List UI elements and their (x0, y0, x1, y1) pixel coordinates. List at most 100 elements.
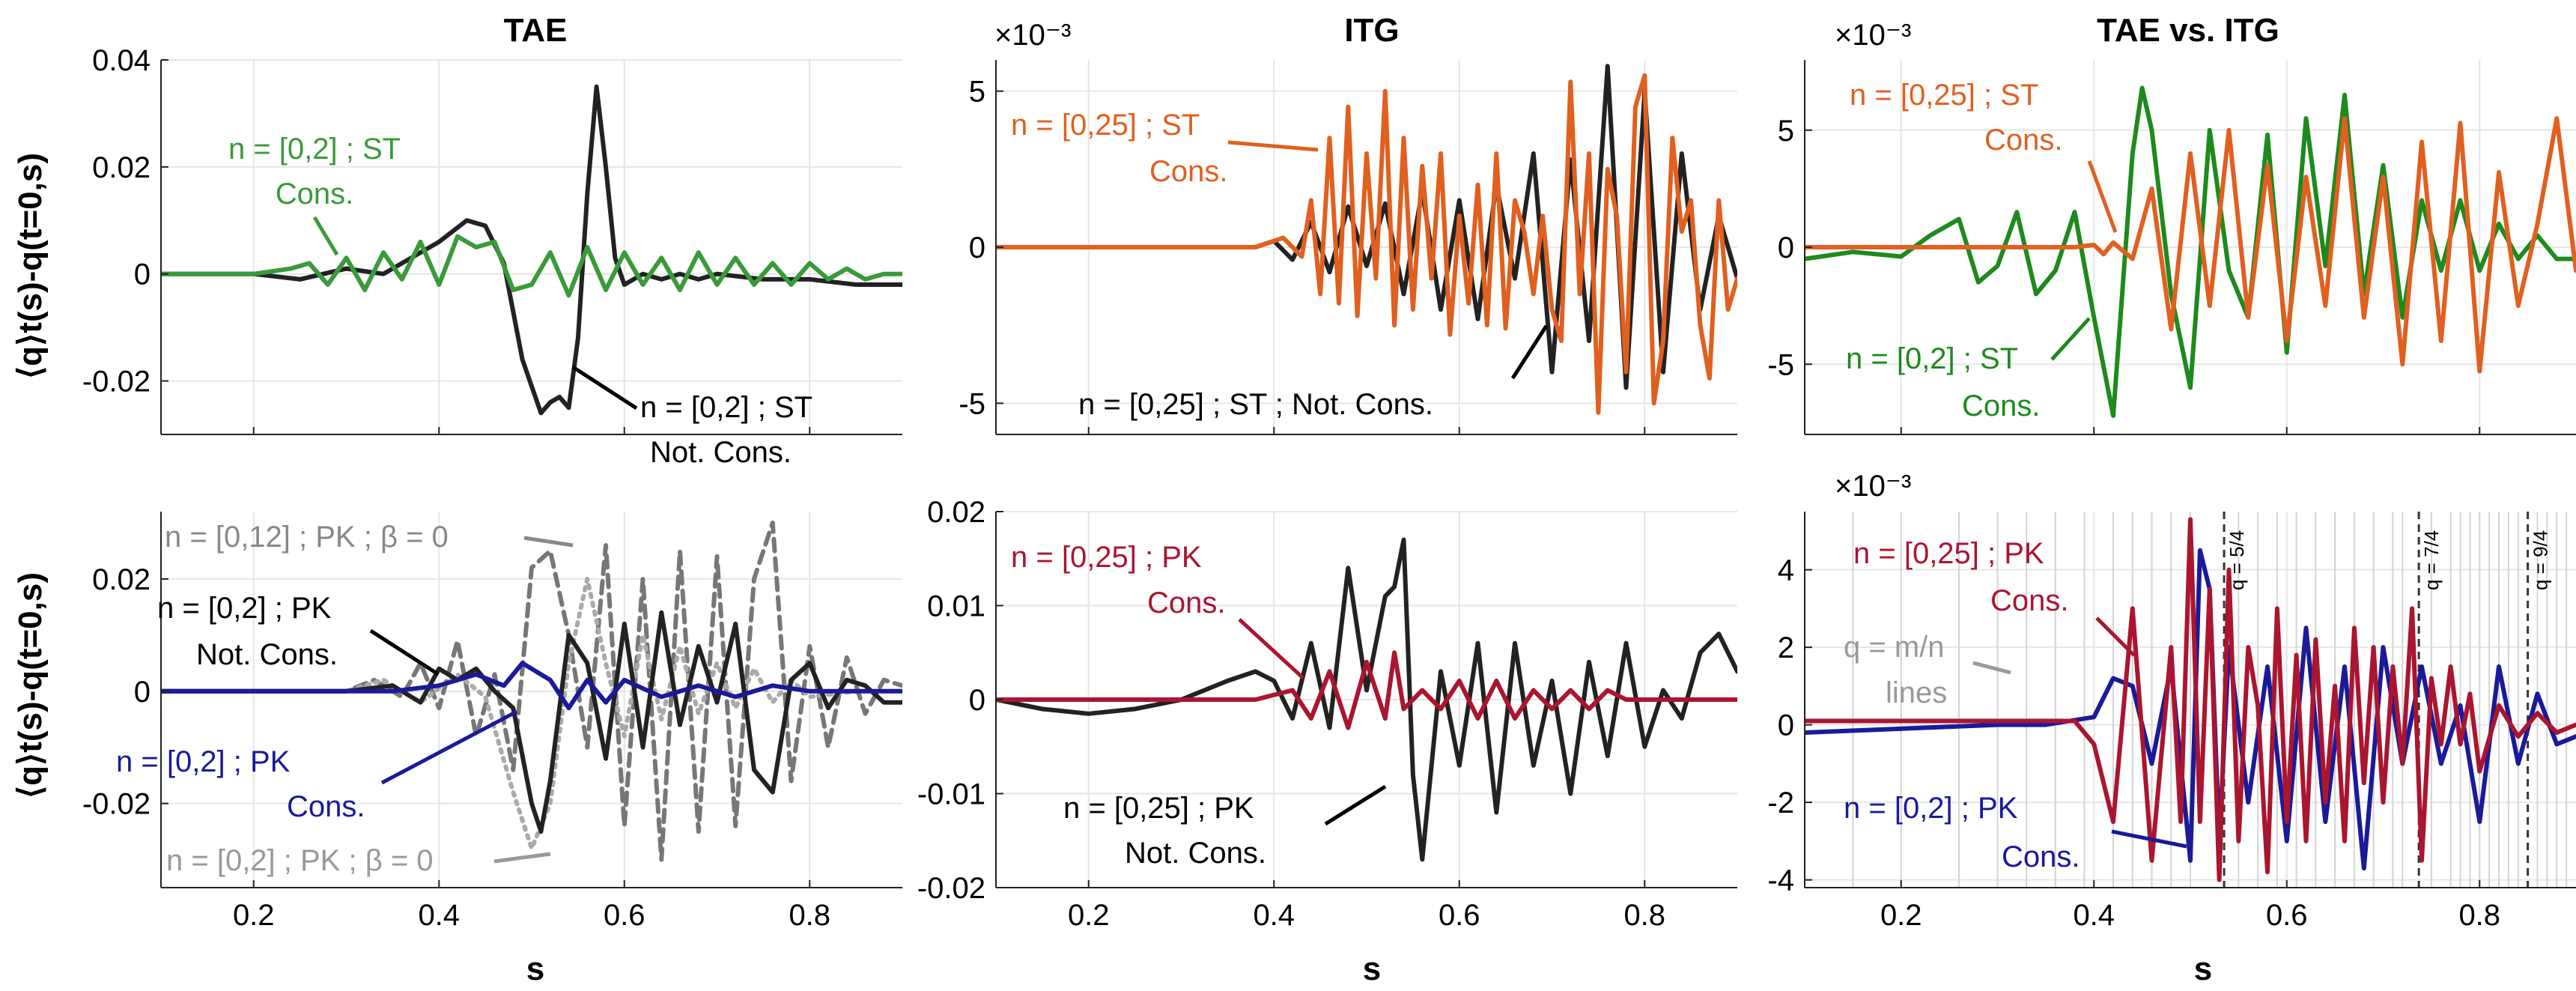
panel-itg-st: -5 0 5 ITG ×10⁻³ n = [0,25] ; ST Cons. n =… (959, 12, 1737, 435)
series-line-1 (161, 84, 902, 416)
series-line-2 (996, 650, 1737, 730)
x-axis-label: s (2194, 951, 2212, 987)
annotation-pk-not-cons: n = [0,2] ; PK Not. Cons. (157, 592, 338, 671)
annotation-line: n = [0,2] ; PK (157, 592, 332, 625)
series-line-1 (1805, 548, 2576, 871)
annotation-st-not-cons: n = [0,25] ; ST ; Not. Cons. (1078, 388, 1433, 421)
annotation-tae-st-cons: n = [0,2] ; ST Cons. (1846, 342, 2041, 422)
annotation-leader-line (493, 852, 551, 864)
annotation-st-not-cons: n = [0,2] ; ST Not. Cons. (640, 391, 812, 469)
annotation-line: Cons. (1149, 155, 1228, 188)
annotation-line: n = [0,2] ; ST (640, 391, 812, 424)
y-tick-label: 5 (1778, 115, 1794, 148)
annotation-line: n = [0,25] ; PK (1011, 541, 1202, 574)
x-axis-label: s (1363, 951, 1381, 987)
annotation-leader-line (1227, 140, 1319, 152)
y-tick-label: -5 (959, 387, 985, 420)
annotation-line: Not. Cons. (196, 638, 338, 671)
y-tick-label: -0.01 (917, 778, 985, 811)
annotation-leader-line (1238, 618, 1304, 679)
annotation-line: Not. Cons. (650, 436, 792, 469)
annotation-line: q = m/n (1844, 631, 1945, 664)
annotation-line: Not. Cons. (1125, 837, 1266, 870)
annotation-leader-line (312, 216, 339, 256)
x-tick-label: 0.6 (1439, 899, 1480, 932)
annotation-line: lines (1886, 676, 1947, 709)
annotation-line: Cons. (1147, 587, 1226, 619)
annotation-leader-line (1510, 324, 1549, 380)
q-rational-label: q = 9/4 (2530, 530, 2552, 590)
annotation-line: n = [0,25] ; PK (1063, 792, 1254, 825)
q-rational-label: q = 7/4 (2420, 530, 2443, 590)
annotation-line: n = [0,25] ; PK (1853, 537, 2044, 570)
y-tick-label: 4 (1778, 554, 1794, 587)
annotation-leader-line (380, 709, 518, 785)
panel-tae-vs-itg-pk: q = 5/4 q = 7/4 q = 9/40.2 0.4 0.6 0.8-4-2024… (1767, 470, 2576, 987)
annotation-leader-line (369, 628, 440, 676)
annotation-st-cons: n = [0,2] ; ST Cons. (228, 133, 401, 210)
x-tick-label: 0.8 (1623, 899, 1665, 932)
x-tick-label: 0.8 (2458, 899, 2500, 932)
y-tick-label: 0.01 (927, 590, 985, 623)
annotation-n12-pk-beta0: n = [0,12] ; PK ; β = 0 (165, 521, 449, 554)
annotation-line: Cons. (1990, 584, 2069, 617)
annotation-line: Cons. (1984, 124, 2063, 157)
x-tick-label: 0.4 (2073, 899, 2115, 932)
x-tick-label: 0.2 (1880, 899, 1922, 932)
y-tick-label: -0.02 (82, 788, 151, 821)
plot-area: -0.02 0 0.02 0.04 (82, 44, 902, 435)
series-layer (1805, 517, 2576, 882)
annotation-line: n = [0,25] ; ST (1850, 79, 2038, 112)
annotation-line: n = [0,25] ; ST ; Not. Cons. (1078, 388, 1433, 421)
y-tick-label: 0.02 (927, 496, 985, 529)
series-line-2 (996, 73, 1737, 415)
annotation-line: Cons. (1962, 390, 2041, 422)
x-axis-label: s (526, 951, 544, 987)
y-axis-label: ⟨q⟩t(s)-q(t=0,s) (12, 153, 49, 379)
annotation-line: n = [0,25] ; ST (1011, 109, 1200, 142)
series-layer (161, 84, 902, 416)
y-tick-label: -0.02 (82, 366, 151, 398)
annotation-qmn-lines: q = m/n lines (1844, 631, 1947, 709)
annotation-n2-pk-beta0: n = [0,2] ; PK ; β = 0 (166, 844, 434, 877)
annotation-line: n = [0,2] ; ST (1846, 342, 2018, 375)
y-axis-label: ⟨q⟩t(s)-q(t=0,s) (12, 572, 49, 798)
annotation-pk-not-cons: n = [0,25] ; PK Not. Cons. (1063, 792, 1266, 870)
y-tick-label: 0 (1778, 709, 1794, 742)
annotation-line: Cons. (287, 790, 365, 823)
exponent-label: ×10⁻³ (1835, 19, 1911, 52)
exponent-label: ×10⁻³ (994, 19, 1071, 52)
annotation-line: n = [0,2] ; PK (116, 745, 291, 778)
series-layer (996, 64, 1737, 415)
y-tick-label: 0.04 (92, 44, 151, 77)
exponent-label: ×10⁻³ (1835, 470, 1911, 503)
annotation-leader-line (2087, 160, 2118, 233)
panel-tae-pk: 0.2 0.4 0.6 0.8 -0.02 0 0.02 s ⟨q⟩t(s)-q(t=0,s… (12, 512, 902, 987)
series-line-2 (161, 234, 902, 298)
series-line-2 (1805, 116, 2576, 374)
annotation-line: n = [0,2] ; ST (228, 133, 401, 166)
series-layer (996, 537, 1737, 862)
y-tick-label: 0.02 (92, 563, 151, 596)
y-tick-label: 0 (134, 676, 151, 709)
x-tick-label: 0.2 (233, 899, 275, 932)
series-layer (1805, 85, 2576, 418)
x-tick-label: 0.4 (418, 899, 460, 932)
panel-tae-st: -0.02 0 0.02 0.04 TAE ⟨q⟩t(s)-q(t=0,s) n = … (12, 12, 902, 469)
annotation-leader-line (2111, 829, 2187, 849)
panel-tae-vs-itg-st: -5 0 5 TAE vs. ITG ×10⁻³ n = [0,25] ; ST C… (1767, 12, 2576, 435)
series-layer (161, 521, 902, 862)
x-tick-label: 0.8 (789, 899, 830, 932)
x-tick-label: 0.4 (1253, 899, 1295, 932)
annotation-leader-line (1972, 661, 2011, 675)
annotation-leader-line (523, 536, 574, 548)
annotation-leader-line (2050, 317, 2091, 361)
annotation-tae-pk-cons: n = [0,2] ; PK Cons. (1844, 792, 2080, 873)
series-line-1 (996, 537, 1737, 862)
y-tick-label: -5 (1767, 348, 1794, 381)
series-line-2 (161, 576, 902, 851)
y-tick-label: 5 (969, 76, 985, 109)
